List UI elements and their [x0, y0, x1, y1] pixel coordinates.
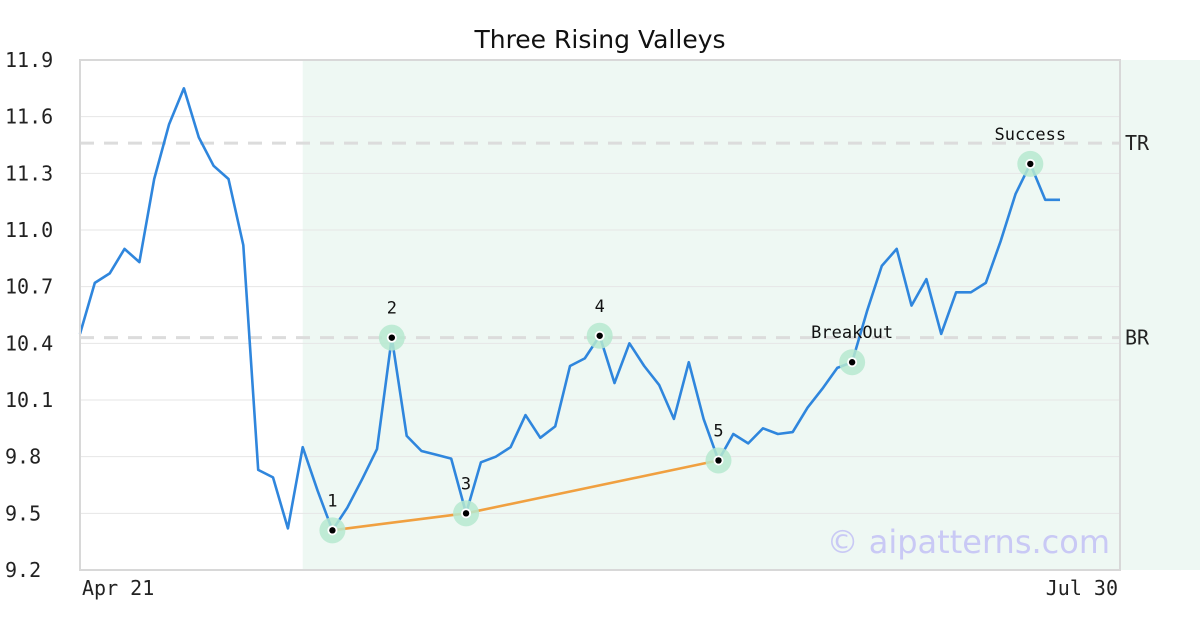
y-tick-label: 11.6	[5, 105, 53, 129]
watermark: © aipatterns.com	[827, 523, 1110, 561]
marker-label: 5	[713, 421, 723, 441]
level-lines: TR BR	[80, 131, 1150, 350]
plot-frame	[79, 59, 1121, 571]
y-tick-label: 9.5	[5, 501, 41, 525]
pattern-region	[302, 60, 1200, 570]
marker-dot	[1027, 160, 1034, 168]
plot-background	[302, 60, 1200, 570]
level-label: BR	[1125, 326, 1150, 350]
y-tick-label: 10.1	[5, 388, 53, 412]
y-tick-label: 10.4	[5, 331, 53, 355]
series-line	[78, 87, 1060, 532]
chart-title: Three Rising Valleys	[473, 25, 725, 54]
marker-label: BreakOut	[811, 323, 893, 343]
y-tick-label: 9.2	[5, 558, 41, 582]
price-series	[78, 87, 1060, 532]
marker-dot	[462, 510, 470, 517]
marker-dot	[715, 457, 722, 464]
y-tick-label: 10.7	[5, 275, 53, 299]
level-label: TR	[1125, 131, 1150, 155]
marker-dot	[329, 527, 336, 534]
marker-label: 4	[595, 297, 605, 317]
marker-dot	[388, 334, 396, 341]
marker-dot	[596, 332, 603, 339]
x-tick-start: Apr 21	[82, 576, 154, 600]
y-tick-label: 11.0	[5, 218, 53, 242]
y-axis-ticks: 9.2 9.5 9.8 10.1 10.4 10.7 11.0 11.3 11.6 11.9	[5, 48, 53, 582]
pattern-markers: 1 2 3 4 5 BreakOut Success	[319, 125, 1066, 544]
marker-label: Success	[994, 125, 1066, 145]
x-tick-end: Jul 30	[1046, 576, 1118, 600]
marker-label: 2	[387, 299, 397, 319]
y-tick-label: 11.9	[5, 48, 53, 72]
y-tick-label: 11.3	[5, 161, 53, 185]
marker-label: 1	[327, 491, 337, 511]
marker-dot	[848, 359, 856, 366]
marker-label: 3	[461, 474, 471, 494]
y-tick-label: 9.8	[5, 445, 41, 469]
